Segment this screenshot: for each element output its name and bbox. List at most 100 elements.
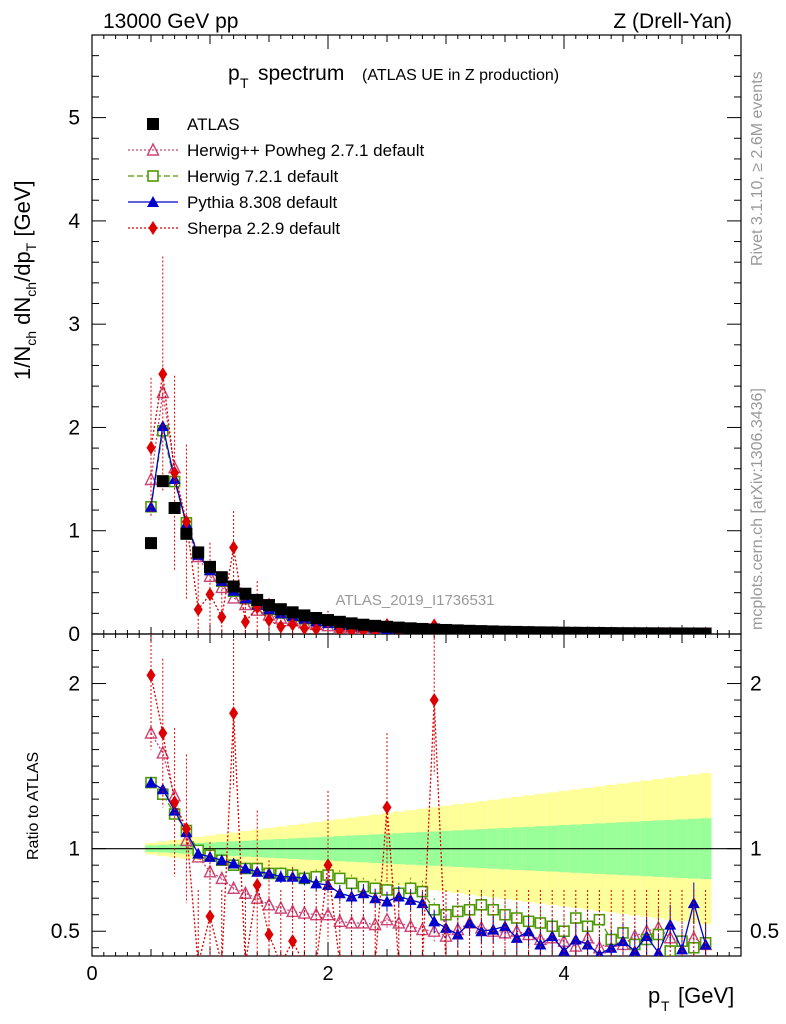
title-note: (ATLAS UE in Z production) [362,67,559,84]
ratio-point-sherpa [394,957,403,971]
ratio-point-pythia [333,887,346,899]
ratio-point-herwigpp [333,913,347,928]
main-point-atlas [345,617,358,630]
ratio-point-sherpa [429,693,439,708]
ratio-point-herwigpp [427,923,441,937]
main-point-atlas [204,560,216,573]
legend-label: ATLAS [187,115,240,134]
ratio-point-herwig7 [345,877,358,890]
main-point-atlas [475,625,488,634]
main-point-atlas [640,627,653,634]
main-point-atlas [664,627,677,634]
header-right: Z (Drell-Yan) [613,10,732,33]
x-tick-label: 0 [86,963,97,985]
main-point-atlas [593,626,606,634]
ratio-point-sherpa [241,957,250,971]
ratio-series-group [144,634,713,971]
main-point-atlas [227,580,240,593]
ratio-point-herwigpp [356,915,371,929]
main-point-atlas [534,626,547,634]
mcplots-label: mcplots.cern.ch [arXiv:1306.3436] [749,388,766,630]
main-point-atlas [192,546,205,559]
main-point-atlas [676,627,688,634]
main-point-sherpa [229,540,239,555]
main-point-atlas [416,622,429,634]
ratio-point-pythia [510,931,523,943]
ratio-point-sherpa [406,957,415,971]
x-label-unit: [GeV] [678,983,734,1008]
ratio-point-sherpa [371,957,380,971]
legend-marker [147,118,159,130]
ratio-point-sherpa [619,957,628,971]
main-point-sherpa [170,465,180,480]
main-point-atlas [569,626,582,634]
main-point-atlas [333,615,346,628]
ratio-point-herwigpp [403,918,418,932]
main-point-atlas [652,627,665,634]
ratio-tick-label-right: 2 [750,673,762,696]
ratio-point-sherpa [548,957,557,971]
main-point-sherpa [193,602,203,617]
main-point-atlas [628,627,641,634]
ratio-line-sherpa [150,675,447,956]
ratio-point-sherpa [489,957,498,971]
main-point-sherpa [276,619,286,634]
main-point-atlas [286,606,299,619]
ratio-point-sherpa [678,957,687,971]
main-point-atlas [392,621,405,634]
ratio-point-herwigpp [203,864,217,878]
main-point-sherpa [217,609,227,624]
ratio-point-herwigpp [439,928,453,942]
y-axis-label-text: 1/Nch dNch/dpT [GeV] [10,180,39,380]
main-point-atlas [558,626,570,634]
main-point-atlas [499,625,511,634]
x-label-sub: T [661,998,670,1014]
ratio-point-herwig7 [475,899,488,911]
main-point-herwigpp [144,471,158,486]
ratio-point-pythia [192,847,205,859]
main-point-sherpa [158,367,168,382]
ratio-point-pythia [595,948,604,956]
main-point-atlas [451,624,464,634]
ratio-y-label: Ratio to ATLAS [25,752,42,860]
main-point-atlas [145,537,157,550]
title-word: spectrum [258,62,344,85]
main-point-atlas [605,627,618,634]
ratio-point-pythia [381,895,393,907]
main-point-atlas [239,587,252,600]
ratio-point-pythia [204,850,216,862]
x-label-p: p [648,983,660,1008]
y-tick-label: 4 [68,210,80,233]
legend-marker [147,170,159,182]
ratio-point-pythia [392,890,405,902]
ratio-point-sherpa [252,877,262,892]
main-point-sherpa [335,623,345,634]
main-point-atlas [687,627,700,634]
main-point-atlas [274,603,287,616]
header-left: 13000 GeV pp [103,10,238,33]
legend-label: Herwig 7.2.1 default [187,167,338,186]
legend-marker [148,221,158,235]
main-point-atlas [322,614,334,627]
legend-marker [147,196,159,207]
main-point-sherpa [299,621,309,634]
main-point-atlas [357,618,370,631]
ratio-point-sherpa [595,957,604,971]
ratio-point-sherpa [418,957,427,971]
ratio-point-herwigpp [380,912,394,926]
ratio-point-sherpa [536,957,545,971]
ratio-point-pythia [499,920,511,932]
y-tick-label: 0 [68,623,80,646]
ratio-point-pythia [428,915,441,927]
ratio-point-sherpa [701,957,710,971]
main-point-sherpa [311,622,321,634]
ratio-tick-label: 2 [68,673,80,696]
ratio-tick-label: 0.5 [51,920,80,943]
main-point-atlas [440,623,452,634]
legend-label: Herwig++ Powheg 2.7.1 default [187,141,424,160]
legend-label: Pythia 8.308 default [187,193,338,212]
ratio-point-sherpa [347,957,356,971]
ratio-point-herwigpp [215,870,229,885]
ratio-point-sherpa [288,934,298,949]
